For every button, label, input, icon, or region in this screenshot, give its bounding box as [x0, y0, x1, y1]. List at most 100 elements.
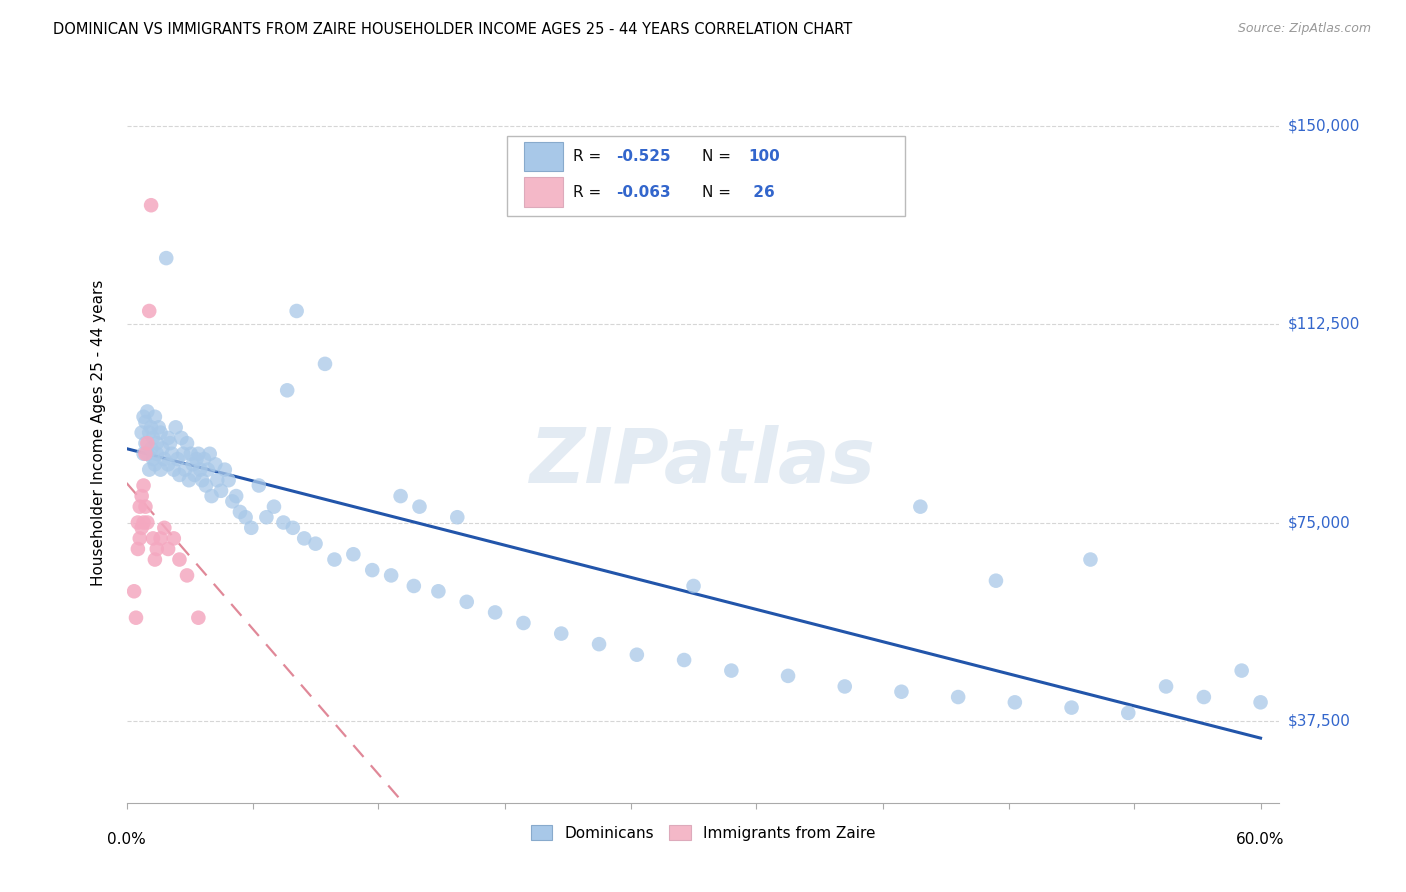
- Point: [180, 447, 202, 461]
- Point: [183, 467, 205, 482]
- Text: 100: 100: [748, 149, 780, 164]
- Point: [149, 532, 172, 546]
- Point: [197, 462, 219, 476]
- Point: [187, 447, 209, 461]
- Point: [456, 595, 478, 609]
- Point: [148, 420, 170, 434]
- Point: [200, 489, 222, 503]
- Point: [163, 462, 186, 476]
- Point: [142, 532, 165, 546]
- Point: [1060, 700, 1083, 714]
- Point: [177, 473, 200, 487]
- Point: [132, 478, 155, 492]
- Text: R =: R =: [572, 185, 606, 200]
- Point: [143, 458, 166, 472]
- Point: [221, 494, 243, 508]
- Text: $150,000: $150,000: [1288, 119, 1360, 134]
- Point: [166, 452, 188, 467]
- Point: [172, 447, 194, 461]
- Point: [132, 447, 155, 461]
- Point: [165, 420, 187, 434]
- Point: [132, 409, 155, 424]
- Point: [588, 637, 610, 651]
- Point: [132, 516, 155, 530]
- Point: [143, 409, 166, 424]
- Point: [408, 500, 430, 514]
- Point: [247, 478, 270, 492]
- Text: DOMINICAN VS IMMIGRANTS FROM ZAIRE HOUSEHOLDER INCOME AGES 25 - 44 YEARS CORRELA: DOMINICAN VS IMMIGRANTS FROM ZAIRE HOUSE…: [53, 22, 852, 37]
- Point: [281, 521, 304, 535]
- Text: 0.0%: 0.0%: [107, 832, 146, 847]
- Point: [128, 532, 150, 546]
- Point: [198, 447, 221, 461]
- Point: [149, 425, 172, 440]
- Text: -0.525: -0.525: [617, 149, 671, 164]
- Point: [163, 532, 186, 546]
- FancyBboxPatch shape: [524, 178, 564, 207]
- Point: [157, 458, 180, 472]
- Text: 26: 26: [748, 185, 775, 200]
- Point: [136, 436, 159, 450]
- Point: [314, 357, 336, 371]
- Point: [191, 473, 214, 487]
- Point: [380, 568, 402, 582]
- Point: [402, 579, 425, 593]
- Text: 60.0%: 60.0%: [1236, 832, 1285, 847]
- Point: [188, 462, 211, 476]
- Point: [127, 541, 149, 556]
- Point: [174, 462, 197, 476]
- Text: Source: ZipAtlas.com: Source: ZipAtlas.com: [1237, 22, 1371, 36]
- Text: -0.063: -0.063: [617, 185, 671, 200]
- Point: [1192, 690, 1215, 704]
- Text: ZIPatlas: ZIPatlas: [530, 425, 876, 500]
- Point: [139, 420, 162, 434]
- FancyBboxPatch shape: [524, 142, 564, 171]
- Point: [254, 510, 277, 524]
- Point: [240, 521, 263, 535]
- Point: [136, 404, 159, 418]
- Point: [155, 251, 177, 265]
- Point: [134, 436, 156, 450]
- Point: [342, 547, 364, 561]
- Point: [209, 483, 232, 498]
- Point: [361, 563, 384, 577]
- Point: [890, 685, 912, 699]
- Point: [159, 436, 181, 450]
- Point: [218, 473, 240, 487]
- Legend: Dominicans, Immigrants from Zaire: Dominicans, Immigrants from Zaire: [524, 819, 882, 847]
- Point: [194, 478, 217, 492]
- Point: [263, 500, 285, 514]
- Point: [127, 516, 149, 530]
- Point: [169, 467, 191, 482]
- Point: [146, 436, 169, 450]
- Point: [157, 541, 180, 556]
- Point: [152, 442, 174, 456]
- Point: [720, 664, 742, 678]
- Point: [910, 500, 932, 514]
- Point: [131, 425, 153, 440]
- Point: [626, 648, 648, 662]
- Point: [131, 521, 153, 535]
- Point: [229, 505, 252, 519]
- Point: [984, 574, 1007, 588]
- Point: [136, 516, 159, 530]
- Point: [276, 384, 298, 398]
- Point: [292, 532, 315, 546]
- Point: [1154, 680, 1177, 694]
- Point: [134, 500, 156, 514]
- Point: [207, 473, 229, 487]
- Point: [427, 584, 450, 599]
- Point: [1080, 552, 1102, 566]
- Point: [673, 653, 696, 667]
- Point: [125, 611, 148, 625]
- Text: N =: N =: [702, 149, 735, 164]
- Point: [235, 510, 257, 524]
- Point: [176, 568, 198, 582]
- Y-axis label: Householder Income Ages 25 - 44 years: Householder Income Ages 25 - 44 years: [91, 279, 105, 586]
- Point: [134, 447, 156, 461]
- Point: [304, 537, 326, 551]
- Point: [146, 447, 169, 461]
- Point: [682, 579, 704, 593]
- Point: [131, 489, 153, 503]
- Point: [153, 452, 176, 467]
